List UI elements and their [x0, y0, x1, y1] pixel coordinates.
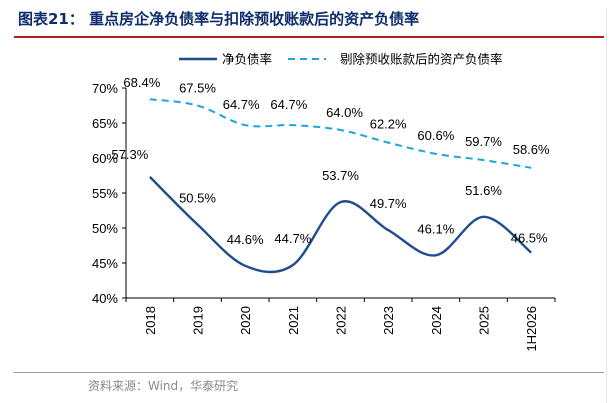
- data-label: 50.5%: [179, 191, 216, 206]
- y-tick-label: 50%: [92, 221, 118, 236]
- data-label: 53.7%: [322, 168, 359, 183]
- legend-label: 剔除预收账款后的资产负债率: [340, 52, 503, 67]
- x-tick-label: 2020: [238, 306, 253, 335]
- y-tick-label: 70%: [92, 81, 118, 96]
- y-tick-label: 40%: [92, 291, 118, 306]
- footer-divider: [14, 372, 604, 373]
- data-label: 68.4%: [123, 75, 160, 90]
- data-label: 67.5%: [179, 81, 216, 96]
- x-tick-label: 2023: [381, 306, 396, 335]
- data-label: 64.7%: [270, 97, 307, 112]
- data-label: 58.6%: [513, 142, 550, 157]
- chart-series: [148, 98, 532, 274]
- series-line-adjusted-debt-ratio: [149, 98, 532, 169]
- x-tick-label: 2021: [286, 306, 301, 335]
- data-label: 44.7%: [274, 231, 311, 246]
- x-tick-label: 2018: [143, 306, 158, 335]
- data-label: 62.2%: [370, 117, 407, 132]
- x-tick-label: 2024: [429, 306, 444, 335]
- figure-title: 图表21： 重点房企净负债率与扣除预收账款后的资产负债率: [18, 10, 420, 28]
- series-line-net-debt-ratio: [148, 176, 532, 274]
- legend-label: 净负债率: [222, 52, 272, 67]
- title-divider: [14, 36, 604, 38]
- data-label: 46.5%: [511, 231, 548, 246]
- chart-axes: 40% 45% 50% 55% 60% 65% 70% 2018 2019 2020 2021 202…: [92, 81, 556, 352]
- adjacent-figure-edge: [606, 8, 615, 403]
- y-tick-label: 60%: [92, 151, 118, 166]
- data-label: 64.0%: [326, 105, 363, 120]
- chart-data-labels: 57.3% 50.5% 44.6% 44.7% 53.7% 49.7% 46.1% 51.6%…: [111, 75, 550, 247]
- data-label: 57.3%: [111, 147, 148, 162]
- data-label: 64.7%: [223, 97, 260, 112]
- chart-legend: 净负债率 剔除预收账款后的资产负债率: [179, 52, 503, 67]
- data-label: 60.6%: [417, 128, 454, 143]
- x-tick-label: 2022: [334, 306, 349, 335]
- source-note: 资料来源：Wind，华泰研究: [88, 379, 239, 393]
- x-tick-label: 1H2026: [524, 306, 539, 352]
- y-tick-label: 55%: [92, 186, 118, 201]
- data-label: 51.6%: [465, 183, 502, 198]
- data-label: 44.6%: [227, 232, 264, 247]
- data-label: 49.7%: [370, 196, 407, 211]
- y-tick-label: 45%: [92, 256, 118, 271]
- x-tick-label: 2019: [191, 306, 206, 335]
- y-tick-label: 65%: [92, 116, 118, 131]
- x-tick-label: 2025: [477, 306, 492, 335]
- data-label: 59.7%: [465, 134, 502, 149]
- data-label: 46.1%: [417, 221, 454, 236]
